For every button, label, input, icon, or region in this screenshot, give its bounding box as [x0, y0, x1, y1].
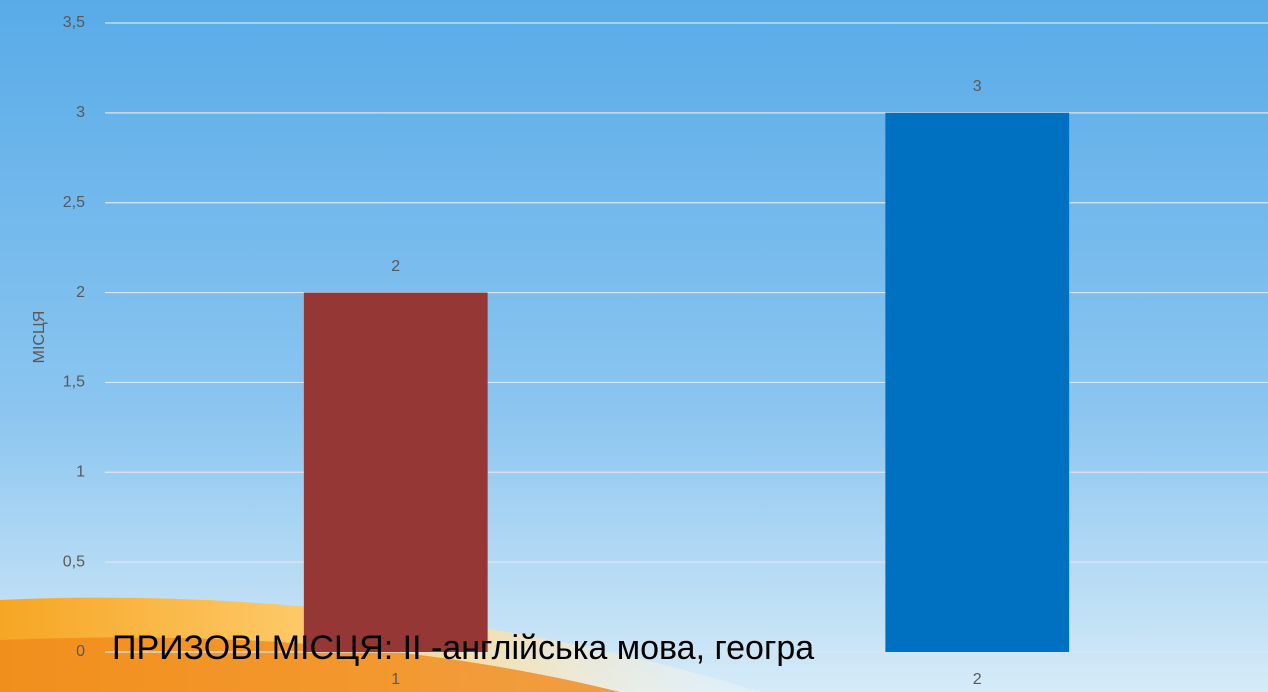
y-tick-label: 2 [76, 284, 85, 301]
data-label: 2 [391, 258, 400, 275]
y-tick-label: 3,5 [63, 14, 85, 31]
plot: 0 0,5 1 1,5 2 2,5 3 3,5 2 1 3 2 [63, 14, 1268, 688]
bar [303, 292, 488, 652]
bar [885, 112, 1070, 653]
x-tick-label: 2 [973, 671, 982, 688]
y-tick-label: 1,5 [63, 374, 85, 391]
y-tick-label: 0 [76, 643, 85, 660]
data-label: 3 [973, 78, 982, 95]
y-tick-label: 0,5 [63, 553, 85, 570]
x-tick-label: 1 [391, 671, 400, 688]
annotation: ПРИЗОВІ МІСЦЯ: ІІ -англійська мова, геог… [112, 629, 814, 667]
decor-swoosh [0, 637, 620, 692]
y-axis-label: МІСЦЯ [31, 311, 48, 364]
y-tick-label: 2,5 [63, 194, 85, 211]
y-tick-label: 1 [76, 464, 85, 481]
y-tick-label: 3 [76, 104, 85, 121]
